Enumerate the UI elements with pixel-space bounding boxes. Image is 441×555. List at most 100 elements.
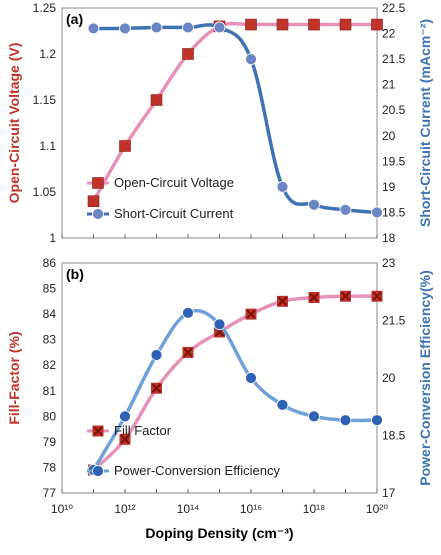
y-left-tick-b-6: 83 <box>43 333 57 347</box>
y-left-tick-a-0: 1 <box>49 231 56 245</box>
legend-label-open-circuit-voltage: Open-Circuit Voltage <box>114 175 234 190</box>
marker-short-circuit-current-6 <box>276 180 289 193</box>
marker-power-conversion-efficiency-legend <box>92 465 104 477</box>
marker-fill-factor-7 <box>308 292 320 303</box>
marker-open-circuit-voltage-3 <box>182 48 194 60</box>
marker-open-circuit-voltage-2 <box>150 94 163 106</box>
y-right-tick-a-2: 19 <box>382 180 396 194</box>
y-right-tick-b-4: 23 <box>382 256 396 270</box>
y-right-tick-b-0: 17 <box>382 486 396 500</box>
x-tick-label-0: 10¹⁰ <box>51 502 73 516</box>
y-right-tick-a-9: 22.5 <box>382 1 406 15</box>
marker-short-circuit-current-9 <box>371 206 383 219</box>
y-right-tick-a-5: 20.5 <box>382 103 406 117</box>
y-left-tick-b-7: 84 <box>43 307 57 321</box>
x-tick-label-3: 10¹⁶ <box>240 502 262 516</box>
marker-fill-factor-2-cross <box>151 383 162 393</box>
marker-power-conversion-efficiency-9 <box>371 414 383 427</box>
y-left-tick-b-9: 86 <box>43 256 57 270</box>
x-axis-title: Doping Density (cm⁻³) <box>145 525 293 541</box>
y-right-tick-a-7: 21.5 <box>382 52 406 66</box>
marker-open-circuit-voltage-6 <box>276 18 289 31</box>
panel-label-b: (b) <box>66 266 84 282</box>
marker-short-circuit-current-3 <box>182 21 194 34</box>
y-left-tick-a-2: 1.1 <box>39 139 56 153</box>
plot-frame-a <box>61 7 378 239</box>
marker-short-circuit-current-0 <box>87 22 100 35</box>
y-right-tick-a-6: 21 <box>382 78 396 92</box>
y-right-tick-a-0: 18 <box>382 231 396 245</box>
x-tick-label-1: 10¹² <box>114 502 135 516</box>
x-tick-label-5: 10²⁰ <box>366 502 388 516</box>
marker-short-circuit-current-2 <box>150 21 163 34</box>
marker-power-conversion-efficiency-2 <box>150 349 163 361</box>
series-line-short-circuit-current <box>91 23 379 215</box>
x-tick-label-4: 10¹⁸ <box>303 502 325 516</box>
series-line-fill-factor <box>91 294 379 472</box>
y-right-axis-title-a: Short-Circuit Current (mAcm⁻²) <box>417 19 433 227</box>
marker-fill-factor-7-cross <box>309 292 319 303</box>
y-left-tick-a-4: 1.2 <box>39 47 56 61</box>
marker-fill-factor-3-cross <box>183 347 193 358</box>
marker-fill-factor-9-cross <box>372 291 382 301</box>
marker-fill-factor-5-cross <box>246 309 256 319</box>
panel-label-a: (a) <box>66 11 83 27</box>
marker-fill-factor-1-cross <box>120 434 130 445</box>
marker-short-circuit-current-legend <box>92 208 104 220</box>
marker-short-circuit-current-8 <box>339 203 352 216</box>
y-left-axis-title-a: Open-Circuit Voltage (V) <box>6 43 22 204</box>
marker-fill-factor-9 <box>371 290 383 302</box>
marker-open-circuit-voltage-5 <box>245 18 257 31</box>
marker-open-circuit-voltage-9 <box>371 18 383 31</box>
marker-fill-factor-2 <box>151 382 162 394</box>
marker-fill-factor-8 <box>340 290 351 302</box>
y-left-axis-title-b: Fill-Factor (%) <box>6 331 22 424</box>
marker-power-conversion-efficiency-7 <box>308 410 320 423</box>
y-left-tick-b-0: 77 <box>43 486 57 500</box>
marker-fill-factor-3 <box>182 346 194 358</box>
marker-power-conversion-efficiency-6 <box>276 398 289 411</box>
marker-fill-factor-6-cross <box>277 296 288 307</box>
series-line-power-conversion-efficiency <box>91 308 379 472</box>
y-left-tick-a-5: 1.25 <box>33 1 57 15</box>
y-left-tick-b-3: 80 <box>43 409 57 423</box>
marker-open-circuit-voltage-legend <box>92 177 104 189</box>
marker-power-conversion-efficiency-4 <box>213 318 226 331</box>
y-left-tick-b-2: 79 <box>43 435 57 449</box>
y-right-tick-a-4: 20 <box>382 129 396 143</box>
marker-fill-factor-1 <box>119 433 131 445</box>
marker-fill-factor-5 <box>245 308 257 320</box>
marker-short-circuit-current-7 <box>308 198 320 211</box>
marker-open-circuit-voltage-1 <box>119 140 131 152</box>
y-right-tick-b-3: 21.5 <box>382 314 406 328</box>
y-right-tick-a-8: 22 <box>382 27 396 41</box>
legend-label-power-conversion-efficiency: Power-Conversion Efficiency <box>114 463 280 478</box>
panel-b: 77 78 79 80 81 82 83 84 85 86 17 18.5 20 21.5 23 (b) Fil… <box>6 256 433 541</box>
y-right-axis-title-b: Power-Conversion Efficiency(%) <box>417 270 433 486</box>
y-right-tick-b-2: 20 <box>382 371 396 385</box>
marker-fill-factor-legend-cross <box>93 426 103 436</box>
marker-open-circuit-voltage-7 <box>308 18 320 31</box>
marker-open-circuit-voltage-8 <box>339 18 352 31</box>
y-right-tick-a-3: 19.5 <box>382 154 406 168</box>
marker-fill-factor-6 <box>277 295 288 307</box>
y-left-tick-b-4: 81 <box>43 384 57 398</box>
marker-short-circuit-current-5 <box>245 53 257 66</box>
y-left-tick-a-1: 1.05 <box>33 185 57 199</box>
marker-short-circuit-current-4 <box>213 21 226 34</box>
y-left-tick-b-8: 85 <box>43 282 57 296</box>
marker-power-conversion-efficiency-3 <box>182 306 194 319</box>
series-line-open-circuit-voltage <box>91 21 379 203</box>
panel-a: 1 1.05 1.1 1.15 1.2 1.25 18 18.5 19 19.5 20 20.5 21 2… <box>6 1 433 245</box>
marker-power-conversion-efficiency-1 <box>119 410 131 423</box>
marker-power-conversion-efficiency-8 <box>339 414 352 427</box>
y-left-tick-b-5: 82 <box>43 358 57 372</box>
marker-open-circuit-voltage-0 <box>87 195 100 207</box>
x-tick-label-2: 10¹⁴ <box>177 502 200 516</box>
marker-power-conversion-efficiency-5 <box>245 372 257 384</box>
y-left-tick-b-1: 78 <box>43 460 57 474</box>
y-left-tick-a-3: 1.15 <box>33 93 57 107</box>
marker-fill-factor-8-cross <box>340 291 351 301</box>
